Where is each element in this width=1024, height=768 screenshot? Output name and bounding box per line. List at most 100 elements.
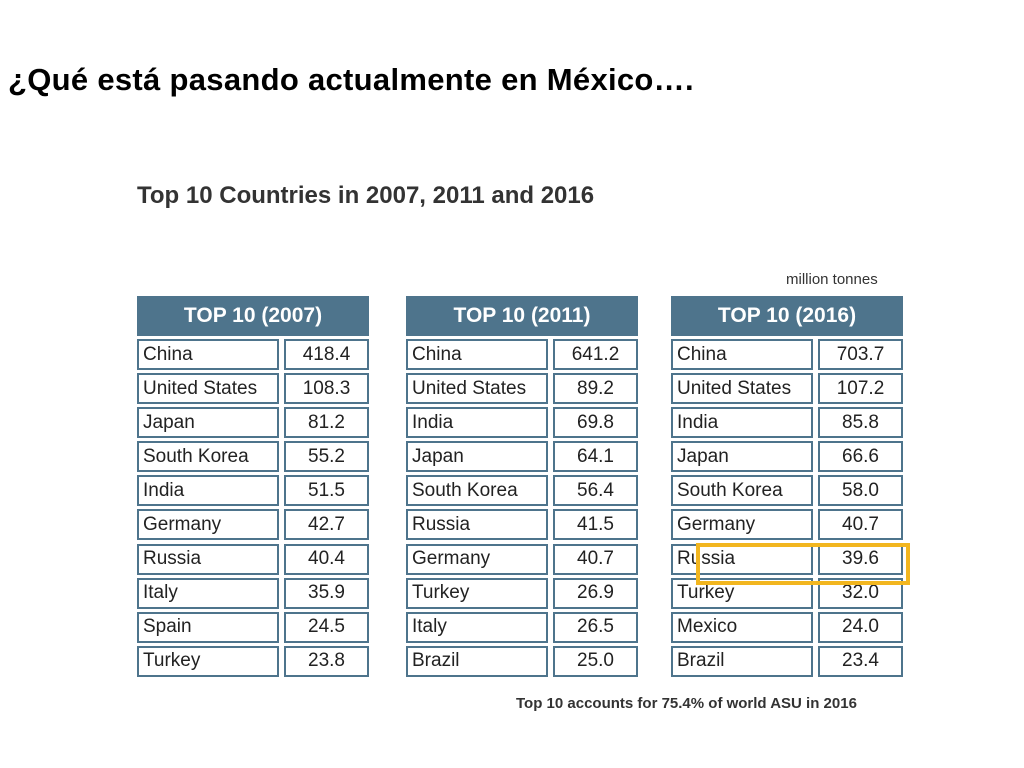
table-row: Russia 40.4 xyxy=(137,543,369,575)
value-cell: 40.4 xyxy=(284,543,369,575)
table-row: Mexico 24.0 xyxy=(671,611,903,643)
value-cell: 55.2 xyxy=(284,441,369,473)
value-cell: 23.4 xyxy=(818,645,903,677)
value-cell: 35.9 xyxy=(284,577,369,609)
country-cell: United States xyxy=(137,373,279,405)
value-cell: 641.2 xyxy=(553,339,638,370)
country-cell: Turkey xyxy=(671,577,813,609)
table-header: TOP 10 (2011) xyxy=(406,296,638,336)
country-cell: Turkey xyxy=(137,645,279,677)
value-cell: 703.7 xyxy=(818,339,903,370)
value-cell: 58.0 xyxy=(818,475,903,507)
value-cell: 40.7 xyxy=(818,509,903,541)
table-row: United States 107.2 xyxy=(671,373,903,405)
country-cell: Russia xyxy=(137,543,279,575)
value-cell: 24.5 xyxy=(284,611,369,643)
country-cell: Japan xyxy=(671,441,813,473)
value-cell: 107.2 xyxy=(818,373,903,405)
units-label: million tonnes xyxy=(786,271,878,288)
table-row: South Korea 58.0 xyxy=(671,475,903,507)
table-row: Italy 26.5 xyxy=(406,611,638,643)
value-cell: 418.4 xyxy=(284,339,369,370)
value-cell: 85.8 xyxy=(818,407,903,439)
table-row: Brazil 25.0 xyxy=(406,645,638,677)
country-cell: Brazil xyxy=(406,645,548,677)
value-cell: 23.8 xyxy=(284,645,369,677)
country-cell: China xyxy=(137,339,279,370)
table-row: Turkey 26.9 xyxy=(406,577,638,609)
value-cell: 108.3 xyxy=(284,373,369,405)
table-row: Germany 42.7 xyxy=(137,509,369,541)
value-cell: 81.2 xyxy=(284,407,369,439)
table-row: India 69.8 xyxy=(406,407,638,439)
country-cell: India xyxy=(137,475,279,507)
country-cell: India xyxy=(671,407,813,439)
value-cell: 56.4 xyxy=(553,475,638,507)
value-cell: 89.2 xyxy=(553,373,638,405)
country-cell: South Korea xyxy=(137,441,279,473)
country-cell: Brazil xyxy=(671,645,813,677)
table-row: United States 108.3 xyxy=(137,373,369,405)
country-cell: Germany xyxy=(137,509,279,541)
table-row: Turkey 23.8 xyxy=(137,645,369,677)
table-row: India 51.5 xyxy=(137,475,369,507)
country-cell: Japan xyxy=(406,441,548,473)
country-cell: United States xyxy=(671,373,813,405)
value-cell: 64.1 xyxy=(553,441,638,473)
table-row: South Korea 56.4 xyxy=(406,475,638,507)
value-cell: 26.5 xyxy=(553,611,638,643)
table-header: TOP 10 (2016) xyxy=(671,296,903,336)
value-cell: 66.6 xyxy=(818,441,903,473)
country-cell: Spain xyxy=(137,611,279,643)
table-row: Brazil 23.4 xyxy=(671,645,903,677)
table-row: Italy 35.9 xyxy=(137,577,369,609)
table-2011: TOP 10 (2011) China 641.2 United States 89… xyxy=(406,296,638,680)
table-row: Turkey 32.0 xyxy=(671,577,903,609)
table-2016: TOP 10 (2016) China 703.7 United States 10… xyxy=(671,296,903,680)
country-cell: Russia xyxy=(671,543,813,575)
table-2007: TOP 10 (2007) China 418.4 United States 10… xyxy=(137,296,369,680)
country-cell: South Korea xyxy=(406,475,548,507)
table-row: Russia 39.6 xyxy=(671,543,903,575)
table-row: Germany 40.7 xyxy=(406,543,638,575)
country-cell: China xyxy=(671,339,813,370)
value-cell: 51.5 xyxy=(284,475,369,507)
value-cell: 69.8 xyxy=(553,407,638,439)
country-cell: China xyxy=(406,339,548,370)
figure-title: Top 10 Countries in 2007, 2011 and 2016 xyxy=(137,182,595,209)
value-cell: 25.0 xyxy=(553,645,638,677)
value-cell: 42.7 xyxy=(284,509,369,541)
country-cell: Italy xyxy=(137,577,279,609)
table-row: Japan 81.2 xyxy=(137,407,369,439)
value-cell: 24.0 xyxy=(818,611,903,643)
slide-title: ¿Qué está pasando actualmente en México…… xyxy=(8,62,694,97)
footnote: Top 10 accounts for 75.4% of world ASU i… xyxy=(516,695,857,712)
table-row: United States 89.2 xyxy=(406,373,638,405)
table-row: China 703.7 xyxy=(671,339,903,370)
table-row: Spain 24.5 xyxy=(137,611,369,643)
country-cell: South Korea xyxy=(671,475,813,507)
table-row: India 85.8 xyxy=(671,407,903,439)
value-cell: 39.6 xyxy=(818,543,903,575)
country-cell: Italy xyxy=(406,611,548,643)
country-cell: Germany xyxy=(671,509,813,541)
country-cell: Mexico xyxy=(671,611,813,643)
table-row: Germany 40.7 xyxy=(671,509,903,541)
table-row: South Korea 55.2 xyxy=(137,441,369,473)
table-row: China 641.2 xyxy=(406,339,638,370)
table-row: Japan 66.6 xyxy=(671,441,903,473)
table-row: Russia 41.5 xyxy=(406,509,638,541)
country-cell: Turkey xyxy=(406,577,548,609)
country-cell: Japan xyxy=(137,407,279,439)
country-cell: United States xyxy=(406,373,548,405)
table-row: Japan 64.1 xyxy=(406,441,638,473)
table-header: TOP 10 (2007) xyxy=(137,296,369,336)
country-cell: Germany xyxy=(406,543,548,575)
table-row: China 418.4 xyxy=(137,339,369,370)
value-cell: 41.5 xyxy=(553,509,638,541)
country-cell: Russia xyxy=(406,509,548,541)
value-cell: 40.7 xyxy=(553,543,638,575)
value-cell: 32.0 xyxy=(818,577,903,609)
country-cell: India xyxy=(406,407,548,439)
value-cell: 26.9 xyxy=(553,577,638,609)
